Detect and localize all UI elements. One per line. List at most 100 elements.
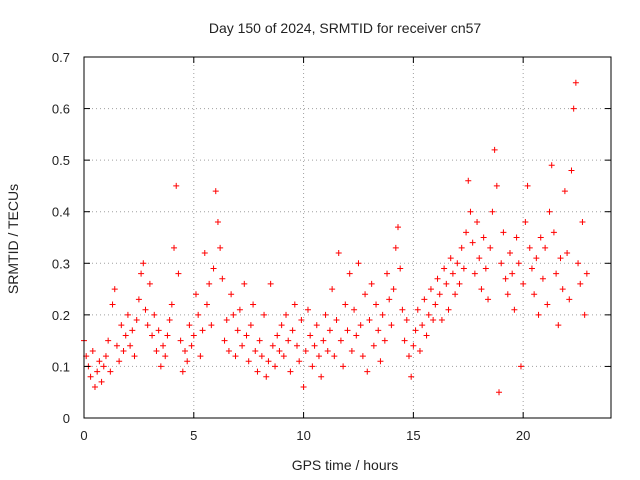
data-point [493,182,500,189]
data-point [197,353,204,360]
data-point [485,296,492,303]
data-point [221,337,228,344]
data-point [100,363,107,370]
data-point [144,322,151,329]
data-point [133,317,140,324]
data-point [278,322,285,329]
data-point [192,291,199,298]
data-point [89,347,96,354]
data-point [331,353,338,360]
data-point [421,296,428,303]
data-point [142,306,149,313]
data-point [190,332,197,339]
data-point [124,311,131,318]
data-point [87,373,94,380]
data-point [362,291,369,298]
data-point [269,342,276,349]
data-point [403,317,410,324]
data-point [438,317,445,324]
data-point [175,270,182,277]
data-point [276,347,283,354]
data-point [368,280,375,287]
data-point [243,332,250,339]
data-point [572,79,579,86]
data-point [513,234,520,241]
data-point [373,301,380,308]
data-point [430,317,437,324]
data-point [219,275,226,282]
data-point [436,291,443,298]
x-tick-label: 20 [516,428,530,443]
data-point [379,311,386,318]
data-point [263,373,270,380]
data-point [432,301,439,308]
data-point [476,255,483,262]
y-tick-label: 0.7 [52,50,70,65]
y-tick-label: 0.2 [52,308,70,323]
axis-ticks [83,56,611,419]
data-point [302,347,309,354]
data-point [342,301,349,308]
data-point [524,182,531,189]
data-point [425,311,432,318]
data-point [223,317,230,324]
x-tick-label: 15 [406,428,420,443]
data-point [98,378,105,385]
data-point [118,322,125,329]
data-point [566,296,573,303]
data-point [434,275,441,282]
data-point [390,286,397,293]
data-point [388,322,395,329]
data-point [381,337,388,344]
data-point [364,368,371,375]
y-axis-label: SRMTID / TECUs [5,184,21,294]
data-point [522,219,529,226]
data-point [113,342,120,349]
data-point [542,244,549,251]
data-point [120,347,127,354]
data-point [539,275,546,282]
data-point [230,311,237,318]
data-point [166,317,173,324]
data-point [449,270,456,277]
data-point [410,342,417,349]
data-point [557,255,564,262]
data-point [311,342,318,349]
data-point [250,301,257,308]
data-point [138,270,145,277]
data-point [267,280,274,287]
data-point [458,244,465,251]
data-point [157,363,164,370]
data-point [188,342,195,349]
data-point [162,353,169,360]
plot-frame [83,56,612,419]
data-point [443,280,450,287]
data-point [151,311,158,318]
data-point [511,306,518,313]
data-point [186,322,193,329]
data-point [577,280,584,287]
data-point [322,311,329,318]
data-point [210,265,217,272]
x-tick-label: 0 [80,428,87,443]
data-point [201,249,208,256]
data-point [179,368,186,375]
data-point [102,353,109,360]
data-point [528,265,535,272]
data-point [384,270,391,277]
data-point [397,265,404,272]
data-point [500,229,507,236]
data-point [129,327,136,334]
data-point [315,353,322,360]
data-point [491,146,498,153]
data-point [107,368,114,375]
data-point [236,306,243,313]
data-point [304,306,311,313]
y-tick-label: 0.4 [52,205,70,220]
data-point [293,342,300,349]
data-point [517,363,524,370]
data-point [225,347,232,354]
data-point [208,322,215,329]
data-point [203,301,210,308]
